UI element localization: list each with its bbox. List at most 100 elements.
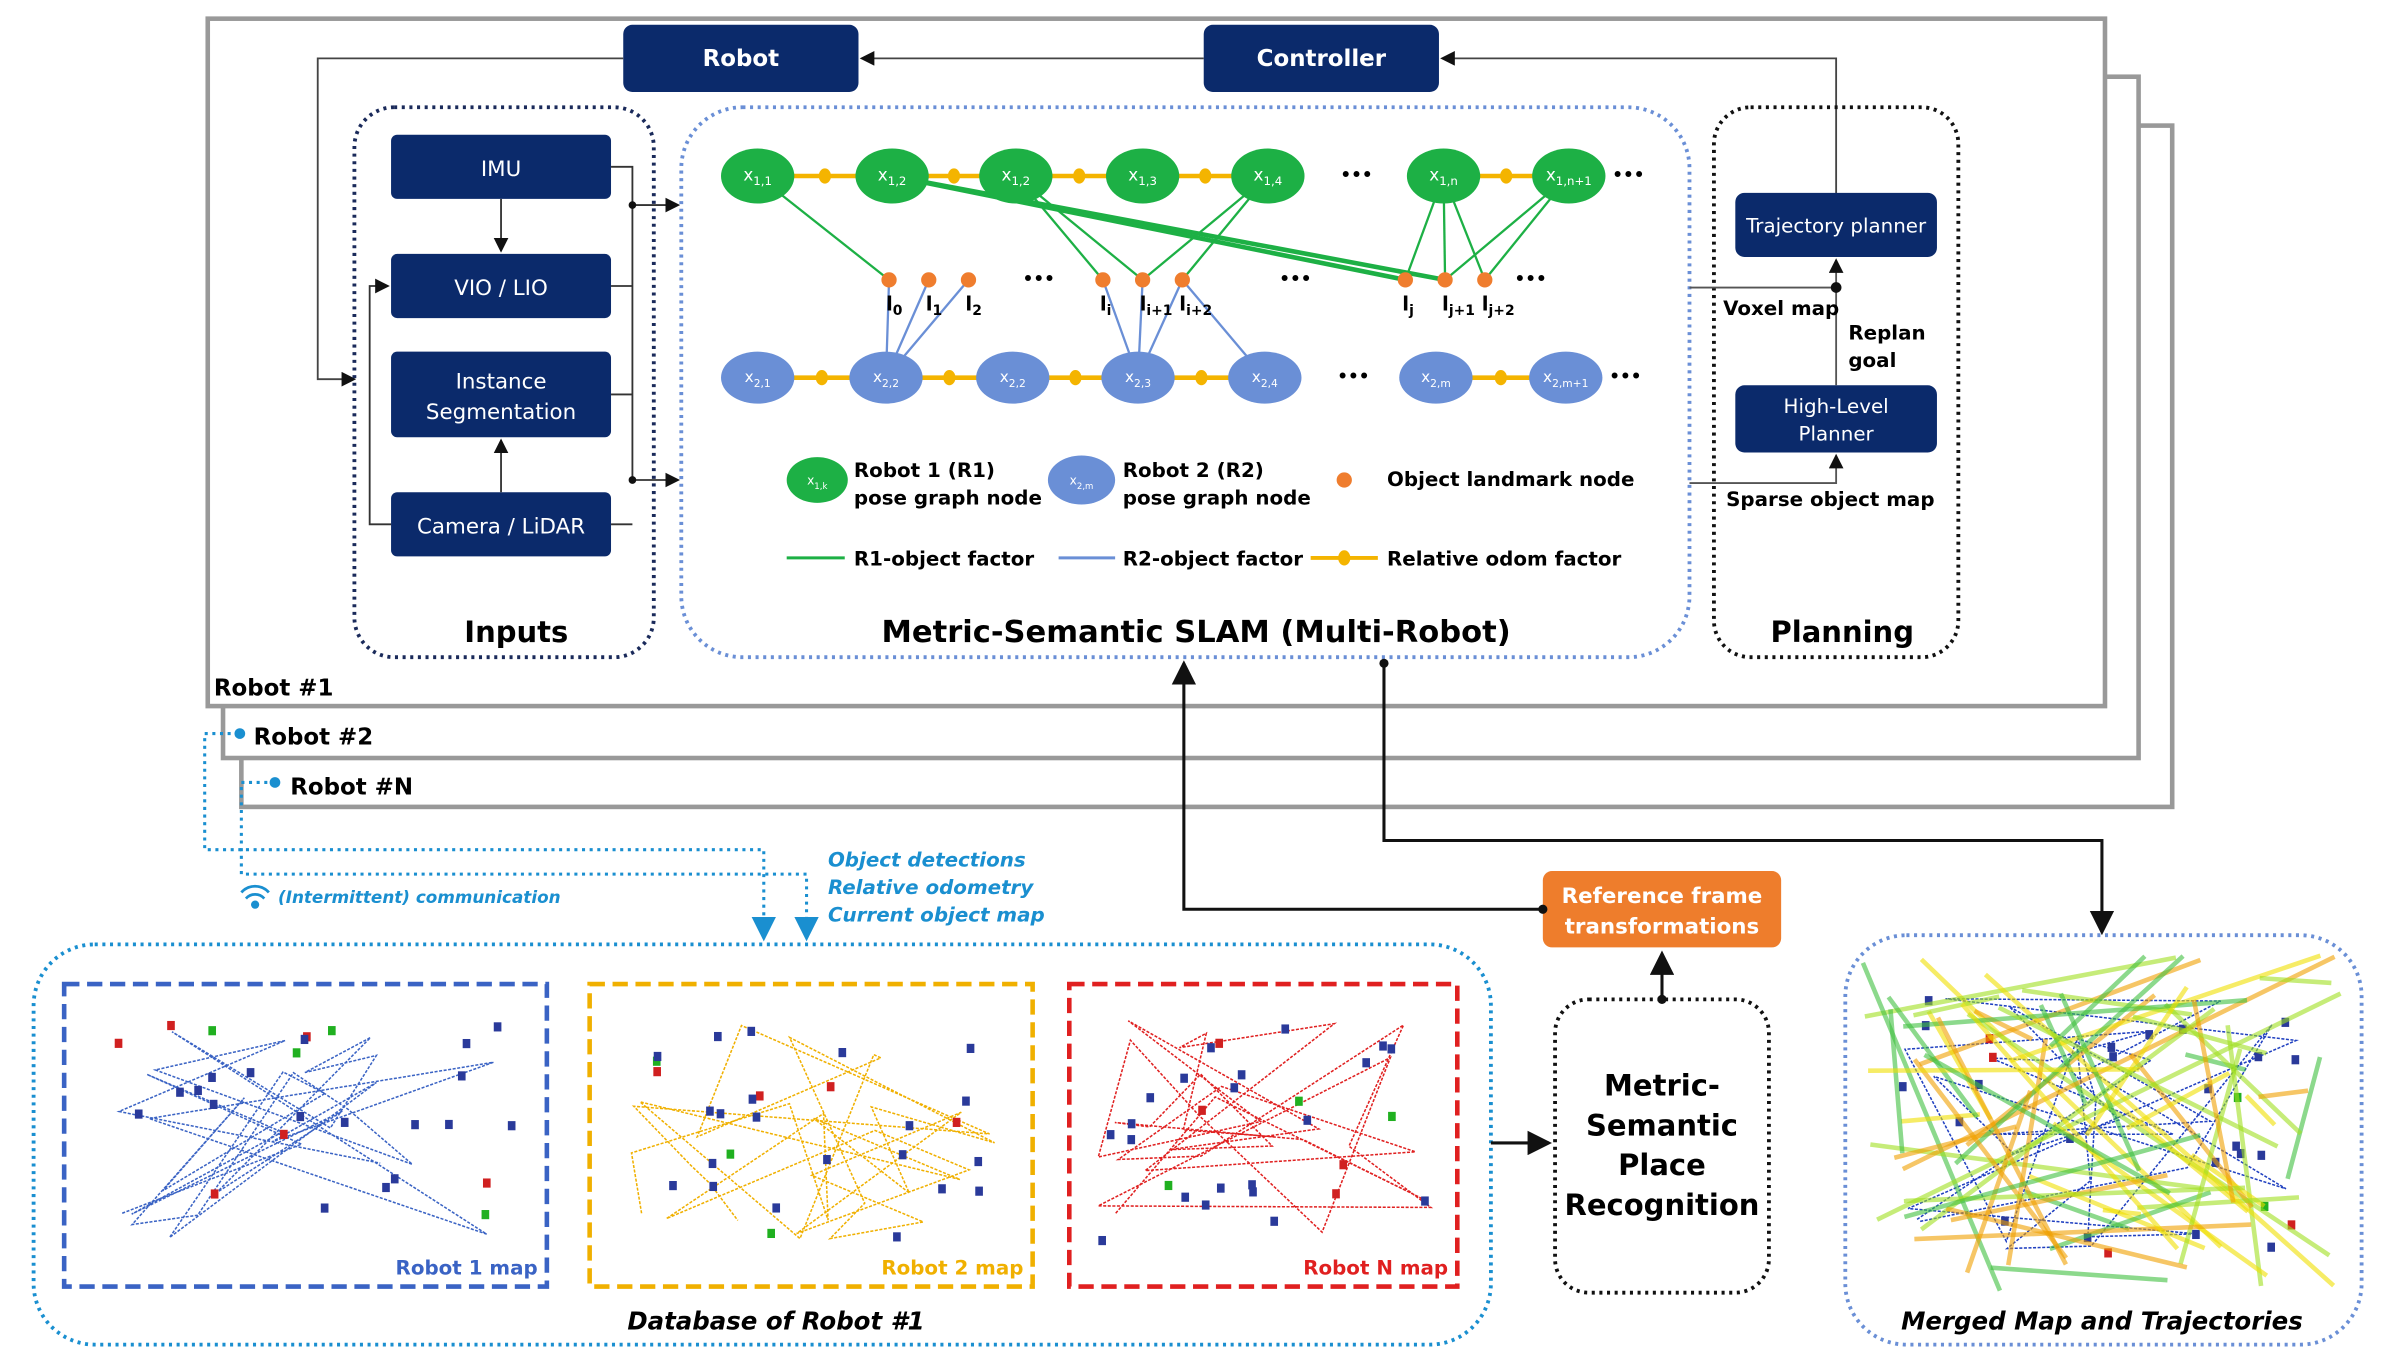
planning-title: Planning [1771, 615, 1914, 649]
voxel-structure [2103, 1092, 2250, 1214]
vio-box [391, 253, 612, 319]
odom-factor-dot [1073, 168, 1086, 184]
robot-n-label: Robot #N [290, 775, 413, 801]
object-marker [445, 1119, 453, 1130]
trajectory [116, 1031, 494, 1239]
object-marker [2257, 1150, 2266, 1160]
voxel-structure [2258, 1088, 2309, 1100]
ellipsis: ••• [1612, 165, 1644, 185]
voxel-structure [1945, 1206, 2188, 1270]
voxel-structure [2028, 1174, 2206, 1251]
place-recognition-line3: Place [1618, 1148, 1706, 1182]
voxel-structure [1912, 1058, 2069, 1260]
object-marker [714, 1031, 722, 1042]
object-marker [1303, 1115, 1312, 1125]
object-marker [669, 1181, 677, 1191]
voxel-structure [2132, 1014, 2268, 1056]
trajectory [1903, 997, 2299, 1250]
object-marker [507, 1121, 516, 1131]
object-marker [340, 1117, 349, 1127]
voxel-structure [1901, 954, 2336, 1172]
replan-label-1: Replan [1848, 321, 1925, 344]
imu-label: IMU [481, 157, 521, 182]
segmentation-box [391, 351, 612, 438]
object-marker [300, 1034, 309, 1045]
place-recognition-line4: Recognition [1565, 1188, 1760, 1222]
r1-pose-node [721, 148, 795, 204]
object-marker [1249, 1187, 1257, 1197]
object-marker [2104, 1248, 2112, 1258]
object-marker [280, 1129, 288, 1139]
odom-factor-dot [1500, 168, 1513, 184]
voxel-structure [1901, 1112, 1981, 1124]
object-marker [974, 1156, 983, 1167]
comm-label: (Intermittent) communication [278, 887, 561, 907]
robot-2-label: Robot #2 [254, 724, 374, 750]
object-landmark-label: li [1100, 292, 1112, 319]
camera-box [391, 492, 612, 557]
r2-pose-node-label: x2,2 [1000, 368, 1026, 390]
camera-label: Camera / LiDAR [417, 514, 585, 539]
legend-landmark-dot [1336, 472, 1352, 488]
voxel-structure [1983, 972, 2336, 1288]
object-marker [755, 1091, 764, 1101]
object-marker [482, 1178, 491, 1188]
object-marker [748, 1094, 757, 1104]
object-marker [1989, 1052, 1997, 1062]
object-marker [1387, 1044, 1396, 1054]
voxel-structure [2048, 954, 2147, 1048]
object-marker [652, 1056, 661, 1066]
object-landmark-node [1134, 272, 1151, 288]
object-marker [2145, 1030, 2154, 1040]
object-marker [1248, 1180, 1256, 1190]
voxel-structure [2021, 988, 2193, 1017]
slam-title: Metric-Semantic SLAM (Multi-Robot) [882, 615, 1511, 650]
object-marker [893, 1232, 901, 1242]
object-marker [1421, 1196, 1429, 1206]
object-marker [2192, 1229, 2200, 1240]
planning-panel: Trajectory planner High-Level Planner Vo… [1689, 105, 1961, 660]
object-marker [1146, 1093, 1155, 1103]
object-marker [2232, 1141, 2240, 1151]
object-marker [2204, 1084, 2212, 1094]
object-marker [390, 1174, 399, 1184]
voxel-structure [1990, 1265, 2168, 1283]
object-marker [114, 1038, 123, 1048]
object-landmark-node [921, 272, 937, 288]
voxel-structure [2244, 1094, 2277, 1127]
segmentation-label-2: Segmentation [426, 400, 576, 425]
object-marker [382, 1182, 390, 1193]
object-marker [1215, 1038, 1224, 1048]
voxel-structure [2225, 1024, 2264, 1287]
object-marker [1098, 1235, 1106, 1246]
voxel-structure [2038, 1004, 2088, 1105]
odom-factor-dot [1069, 370, 1082, 386]
communication: (Intermittent) communication Object dete… [203, 728, 1045, 942]
object-landmark-node [1477, 272, 1493, 288]
r2-pose-node [849, 351, 923, 404]
object-marker [708, 1158, 717, 1169]
object-marker [1127, 1119, 1136, 1129]
object-marker [209, 1099, 218, 1109]
slam-legend: x1,k Robot 1 (R1) pose graph node x2,m R… [786, 455, 1634, 571]
object-marker [208, 1072, 216, 1082]
voxel-structure [1923, 1052, 2171, 1196]
object-marker [706, 1106, 714, 1116]
trajectory [630, 1024, 995, 1240]
object-marker [1362, 1058, 1371, 1068]
voxel-structure [2058, 992, 2142, 1172]
object-marker [2236, 1148, 2245, 1159]
ellipsis: ••• [1515, 268, 1547, 288]
imu-box [391, 134, 612, 199]
object-landmark-node [881, 272, 897, 288]
r1-pose-node [979, 148, 1053, 204]
voxel-structure [2259, 975, 2332, 986]
object-marker [320, 1203, 329, 1213]
object-marker [905, 1121, 914, 1131]
odom-factor-dot [1195, 370, 1208, 386]
ellipsis: ••• [1609, 366, 1641, 386]
object-landmark-label: lj+1 [1442, 292, 1475, 319]
ellipsis: ••• [1023, 268, 1055, 288]
robot2-map-label: Robot 2 map [881, 1256, 1023, 1279]
